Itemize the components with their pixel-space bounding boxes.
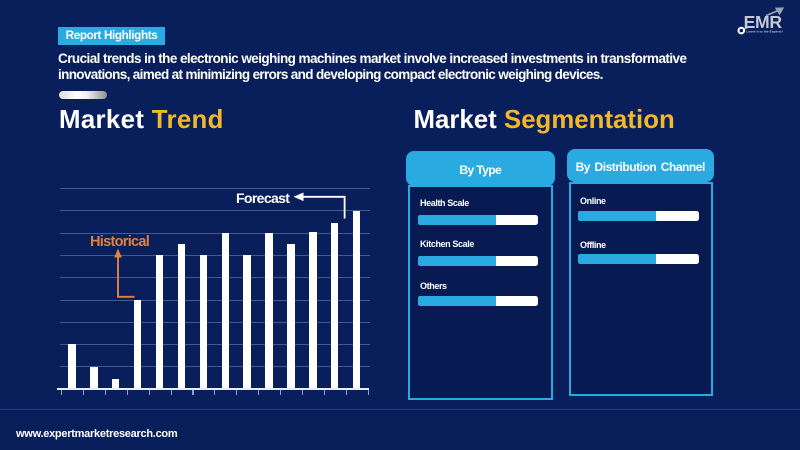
svg-text:EMR: EMR — [744, 12, 783, 32]
svg-text:Leave it to the Experts!: Leave it to the Experts! — [746, 29, 782, 33]
